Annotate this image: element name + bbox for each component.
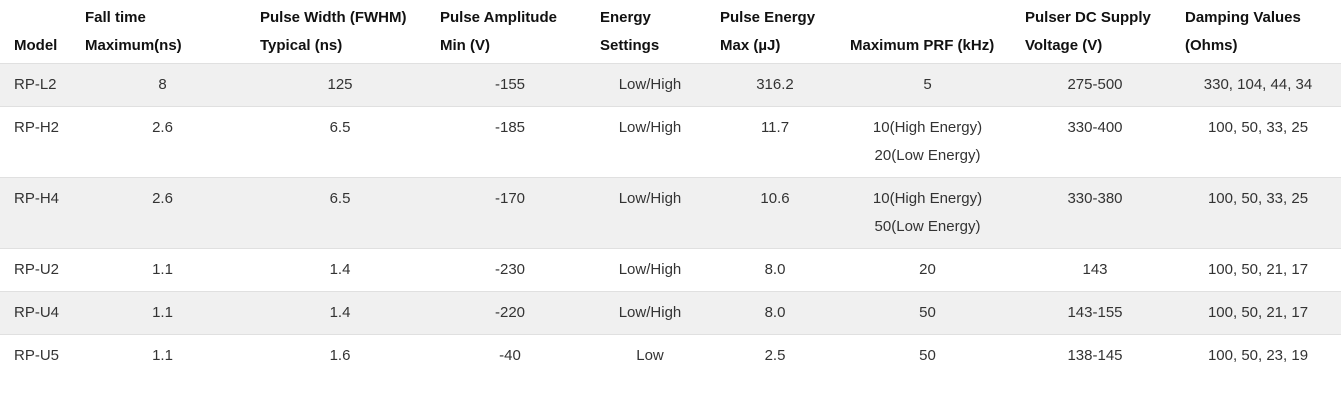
cell-line: 5 [923,76,932,93]
cell-supply_voltage: 330-400 [1067,119,1123,136]
cell-model: RP-U2 [14,261,60,278]
cell-max_prf: 20 [840,249,1015,292]
cell-energy_settings: Low/High [618,261,682,278]
cell-fall_time: 1.1 [152,347,173,364]
table-row-rp-l2: RP-L2 8 125 -155 Low/High 316.2 5 275-500 330, 1… [0,63,1341,107]
cell-damping: 100, 50, 23, 19 [1207,347,1309,364]
cell-max_prf: 10(High Energy) 20(Low Energy) [840,107,1015,178]
cell-model: RP-H2 [14,119,60,136]
cell-pulse_amplitude: -220 [494,304,526,321]
cell-energy_settings: Low/High [618,119,682,136]
cell-line: 10(High Energy) [872,190,983,207]
cell-model: RP-L2 [14,76,57,93]
cell-supply_voltage: 275-500 [1067,76,1123,93]
table-row-rp-h2: RP-H2 2.6 6.5 -185 Low/High 11.7 10(High Energ… [0,106,1341,178]
column-header-pulse_width: Pulse Width (FWHM) Typical (ns) [250,0,430,64]
table-row-rp-u4: RP-U4 1.1 1.4 -220 Low/High 8.0 50 143-155 100, … [0,291,1341,335]
cell-supply_voltage: 138-145 [1067,347,1123,364]
cell-line: 10(High Energy) [872,119,983,136]
cell-pulse_energy: 8.0 [764,261,786,278]
cell-max_prf: 50 [840,292,1015,335]
cell-energy_settings: Low/High [618,76,682,93]
column-header-supply_voltage: Pulser DC Supply Voltage (V) [1015,0,1175,64]
cell-line: 20(Low Energy) [874,147,981,164]
cell-pulse_amplitude: -185 [494,119,526,136]
cell-fall_time: 1.1 [152,304,173,321]
cell-line: 50 [919,304,936,321]
column-header-max_prf: Maximum PRF (kHz) [840,0,1015,64]
cell-pulse_width: 125 [327,76,353,93]
header-row: Model Fall time Maximum(ns) Pulse Width (F… [0,0,1341,64]
cell-energy_settings: Low [636,347,664,364]
cell-damping: 100, 50, 21, 17 [1207,261,1309,278]
table-row-rp-u2: RP-U2 1.1 1.4 -230 Low/High 8.0 20 143 100, 50, … [0,248,1341,292]
cell-max_prf: 5 [840,64,1015,107]
cell-fall_time: 2.6 [152,119,173,136]
cell-pulse_energy: 316.2 [756,76,794,93]
table-row-rp-h4: RP-H4 2.6 6.5 -170 Low/High 10.6 10(High Energ… [0,177,1341,249]
cell-pulse_width: 1.4 [329,304,351,321]
cell-supply_voltage: 143-155 [1067,304,1123,321]
cell-pulse_amplitude: -230 [494,261,526,278]
cell-line: 20 [919,261,936,278]
cell-pulse_energy: 10.6 [760,190,790,207]
cell-energy_settings: Low/High [618,190,682,207]
cell-pulse_amplitude: -155 [494,76,526,93]
column-header-damping: Damping Values (Ohms) [1175,0,1341,64]
cell-line: 50(Low Energy) [874,218,981,235]
cell-energy_settings: Low/High [618,304,682,321]
cell-fall_time: 1.1 [152,261,173,278]
cell-line: 50 [919,347,936,364]
cell-pulse_width: 1.6 [329,347,351,364]
cell-pulse_energy: 8.0 [764,304,786,321]
cell-model: RP-U4 [14,304,60,321]
cell-pulse_energy: 2.5 [764,347,786,364]
cell-fall_time: 8 [158,76,167,93]
cell-max_prf: 10(High Energy) 50(Low Energy) [840,178,1015,249]
cell-model: RP-H4 [14,190,60,207]
cell-pulse_width: 6.5 [329,190,351,207]
cell-pulse_energy: 11.7 [760,119,790,136]
column-header-fall_time: Fall time Maximum(ns) [75,0,250,64]
cell-supply_voltage: 143 [1082,261,1108,278]
column-header-model: Model [0,0,75,64]
table-row-rp-u5: RP-U5 1.1 1.6 -40 Low 2.5 50 138-145 100, 50, 23… [0,334,1341,378]
cell-damping: 100, 50, 33, 25 [1207,119,1309,136]
cell-pulse_width: 1.4 [329,261,351,278]
cell-damping: 330, 104, 44, 34 [1203,76,1313,93]
cell-max_prf: 50 [840,335,1015,378]
column-header-pulse_amplitude: Pulse Amplitude Min (V) [430,0,590,64]
cell-damping: 100, 50, 33, 25 [1207,190,1309,207]
table-body: RP-L2 8 125 -155 Low/High 316.2 5 275-500 330, 1… [0,63,1341,378]
cell-pulse_amplitude: -170 [494,190,526,207]
cell-pulse_width: 6.5 [329,119,351,136]
cell-supply_voltage: 330-380 [1067,190,1123,207]
specs-table: Model Fall time Maximum(ns) Pulse Width (F… [0,0,1341,378]
column-header-pulse_energy: Pulse Energy Max (µJ) [710,0,840,64]
column-header-energy_settings: Energy Settings [590,0,710,64]
cell-fall_time: 2.6 [152,190,173,207]
cell-pulse_amplitude: -40 [499,347,521,364]
cell-model: RP-U5 [14,347,60,364]
cell-damping: 100, 50, 21, 17 [1207,304,1309,321]
